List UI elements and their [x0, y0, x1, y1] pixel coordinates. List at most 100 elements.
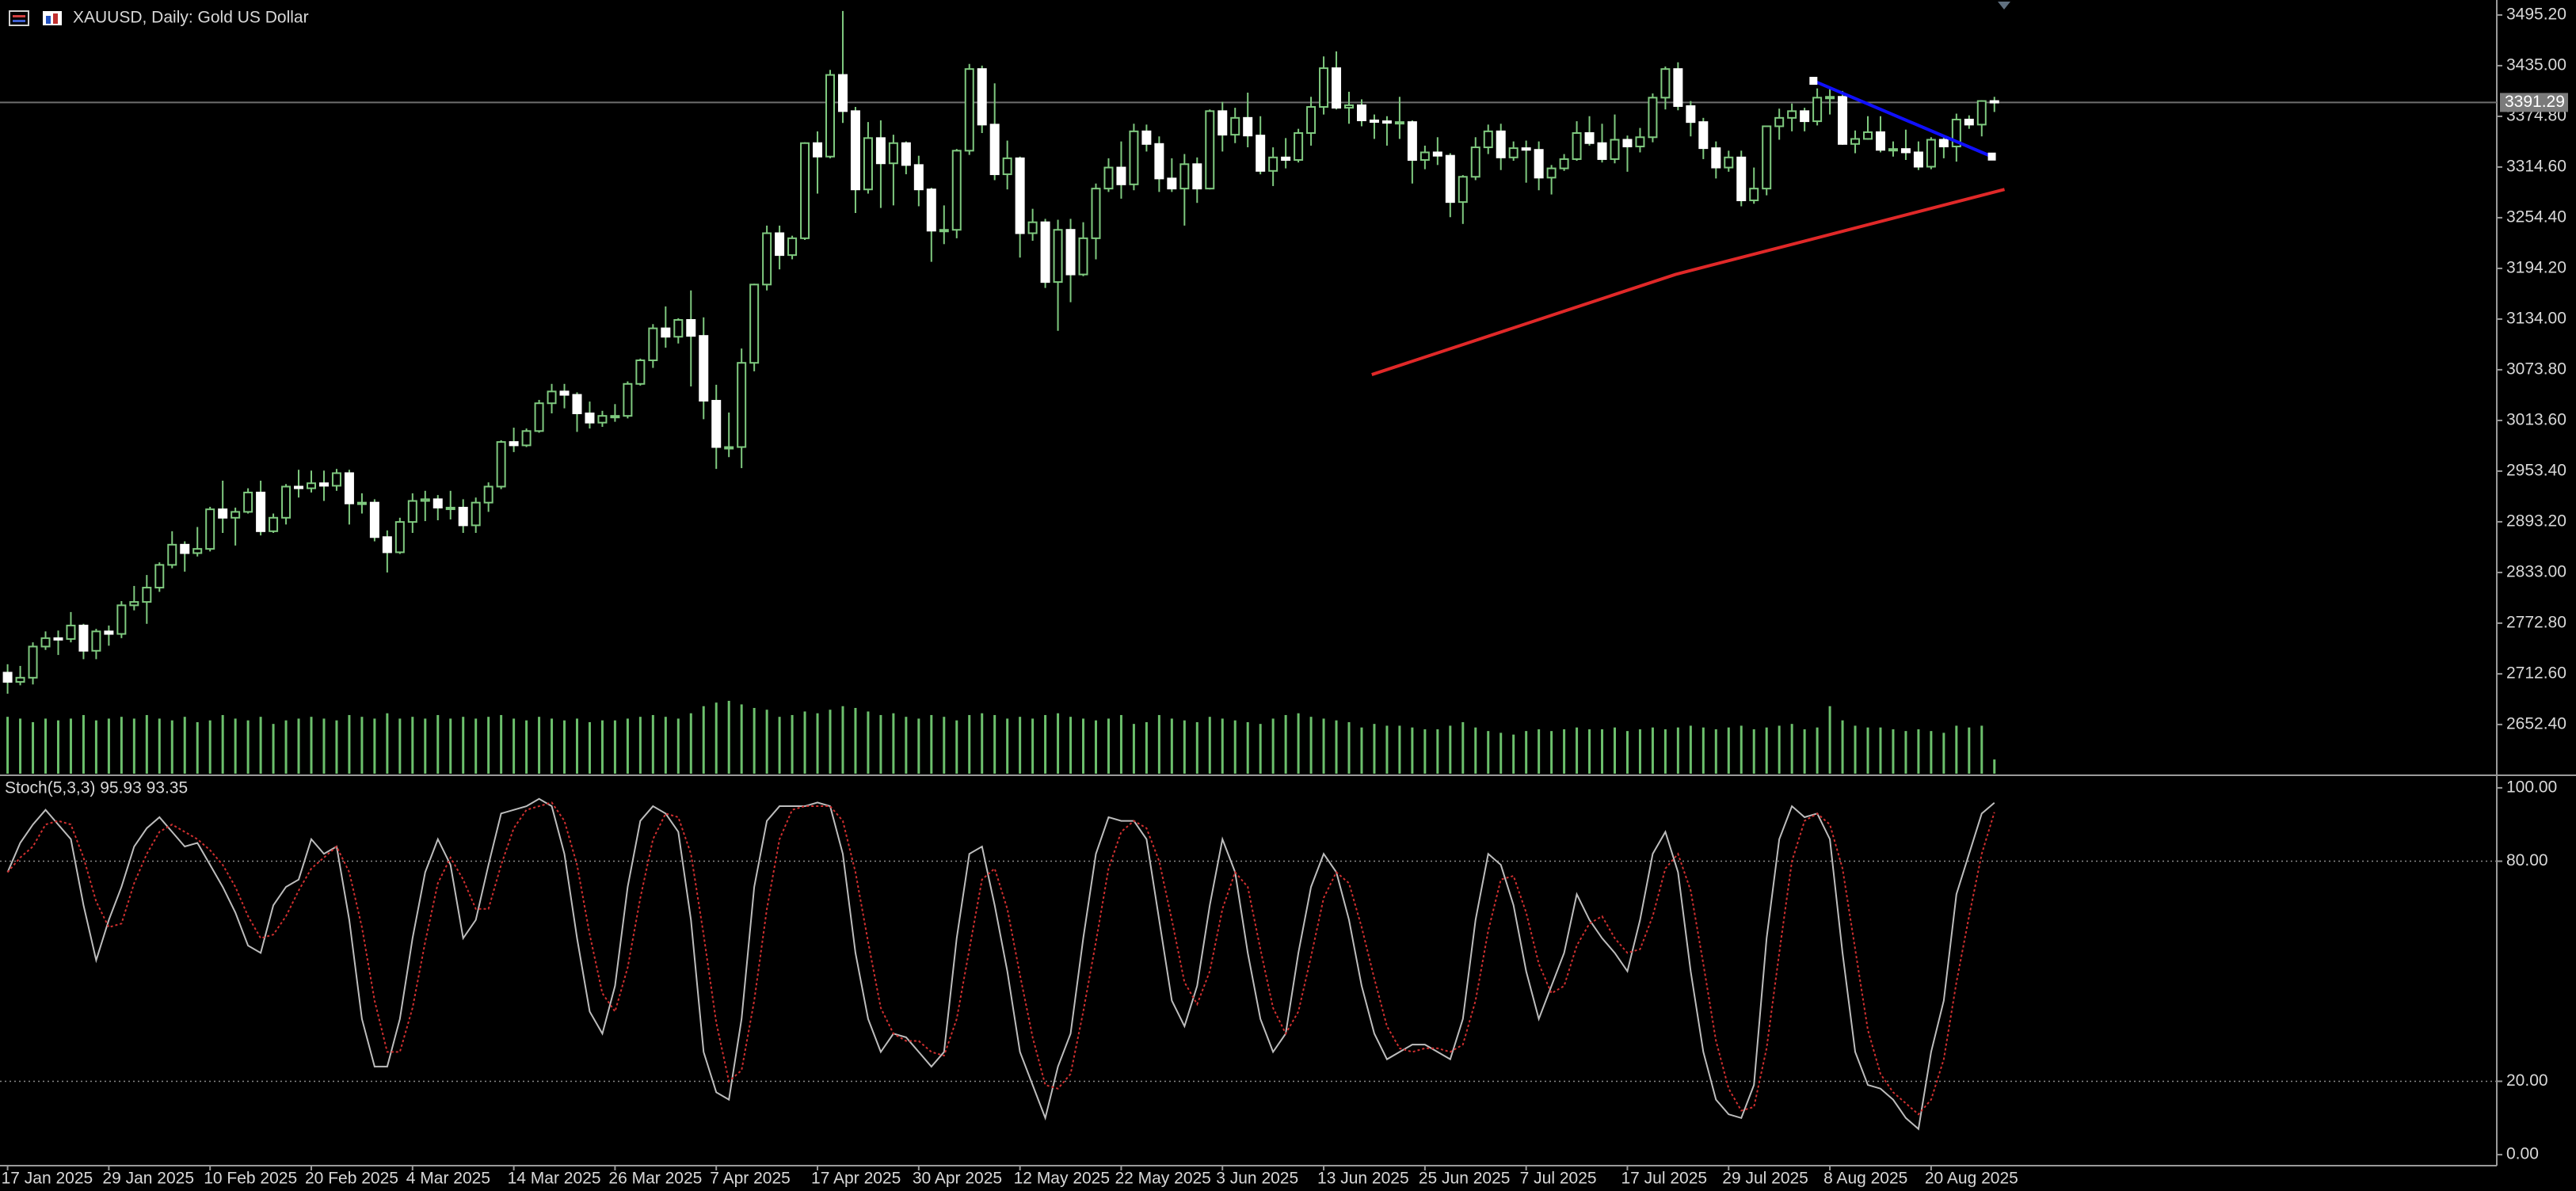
candle-body: [939, 229, 949, 233]
candle-body: [1496, 130, 1506, 158]
volume-bar: [1625, 731, 1629, 774]
candle-body: [1964, 118, 1974, 126]
candle-body: [572, 394, 582, 414]
x-tick-label: 29 Jan 2025: [102, 1170, 194, 1188]
candle-body: [813, 142, 823, 158]
volume-bar: [221, 714, 224, 774]
volume-bar: [613, 720, 616, 774]
candle-body: [78, 624, 89, 652]
candle-body: [1078, 237, 1088, 276]
icon: [46, 16, 51, 24]
candle-body: [15, 676, 25, 683]
candle-body: [205, 508, 215, 550]
candle-body: [1888, 148, 1898, 152]
volume-bar: [1069, 717, 1073, 774]
volume-bar: [1955, 725, 1958, 774]
volume-bar: [1233, 720, 1237, 774]
y-tick-label: 3314.60: [2506, 157, 2566, 175]
candle-body: [509, 441, 519, 447]
volume-bar: [1689, 725, 1692, 774]
candle-body: [1825, 96, 1835, 100]
candle-body: [218, 508, 228, 519]
volume-bar: [1360, 727, 1363, 774]
candle-body: [318, 482, 329, 487]
candle-body: [749, 283, 760, 364]
icon: [9, 10, 29, 26]
candle-body: [256, 491, 266, 532]
candle-body: [471, 501, 481, 527]
chart-title: XAUUSD, Daily: Gold US Dollar: [73, 9, 309, 27]
candle-body: [623, 382, 633, 417]
x-tick-label: 7 Jul 2025: [1520, 1170, 1597, 1188]
volume-bar: [829, 710, 832, 774]
stoch-line: [6, 797, 1995, 1131]
volume-bar: [335, 720, 338, 774]
volume-bar: [449, 718, 452, 774]
volume-bar: [575, 718, 578, 774]
volume-bar: [841, 706, 844, 774]
volume-bar: [322, 718, 326, 774]
candle-body: [648, 327, 658, 362]
volume-bar: [588, 721, 591, 774]
volume-bar: [1588, 729, 1591, 774]
volume-bar: [196, 721, 199, 774]
x-tick-label: 7 Apr 2025: [710, 1170, 791, 1188]
volume-bar: [1803, 729, 1806, 774]
candle-body: [1673, 68, 1683, 107]
volume-bar: [1170, 718, 1173, 774]
volume-bar: [1157, 714, 1160, 774]
candle-body: [91, 630, 101, 652]
candle-body: [1951, 118, 1961, 147]
x-tick-label: 17 Jul 2025: [1621, 1170, 1707, 1188]
volume-bar: [474, 718, 478, 774]
volume-bar: [259, 717, 262, 774]
volume-bar: [791, 714, 794, 774]
volume-bar: [1398, 725, 1401, 774]
volume-bar: [1790, 724, 1793, 774]
volume-bar: [1778, 725, 1781, 774]
volume-bar: [360, 717, 364, 774]
candle-body: [1394, 121, 1404, 125]
volume-bar: [702, 706, 705, 774]
volume-bar: [44, 718, 48, 774]
candle-body: [1319, 67, 1329, 108]
candle-body: [382, 536, 392, 554]
volume-bar: [1942, 732, 1945, 774]
volume-bar: [310, 717, 313, 774]
volume-bar: [1676, 727, 1679, 774]
candle-body: [1294, 131, 1304, 161]
candle-body: [1179, 163, 1190, 190]
volume-bar: [1904, 731, 1907, 774]
volume-bar: [1221, 718, 1224, 774]
candle-body: [888, 142, 898, 165]
candle-body: [1724, 156, 1734, 169]
volume-bar: [1347, 721, 1351, 774]
volume-bar: [525, 720, 528, 774]
candle-body: [1660, 68, 1671, 99]
candle-body: [192, 548, 203, 554]
candle-body: [53, 637, 63, 641]
x-tick-label: 22 May 2025: [1115, 1170, 1210, 1188]
y-tick-label: 2772.80: [2506, 613, 2566, 631]
volume-bar: [1993, 759, 1996, 774]
candle-body: [913, 164, 924, 191]
volume-bar: [1297, 713, 1300, 774]
volume-bar: [1525, 731, 1528, 774]
candle-body: [142, 587, 152, 603]
volume-bar: [32, 721, 35, 774]
volume-bar: [145, 714, 148, 774]
y-tick-label: 100.00: [2506, 778, 2557, 796]
volume-bar: [82, 714, 85, 774]
candle-body: [1913, 151, 1923, 168]
x-tick-label: 29 Jul 2025: [1722, 1170, 1808, 1188]
volume-bar: [1208, 717, 1211, 774]
candle-body: [1458, 176, 1468, 204]
volume-bar: [1449, 725, 1452, 774]
volume-bar: [297, 718, 300, 774]
candle-body: [1192, 163, 1202, 190]
candle-body: [597, 415, 608, 424]
volume-bar: [1601, 729, 1604, 774]
candle-body: [1369, 120, 1379, 124]
candle-body: [901, 142, 911, 166]
